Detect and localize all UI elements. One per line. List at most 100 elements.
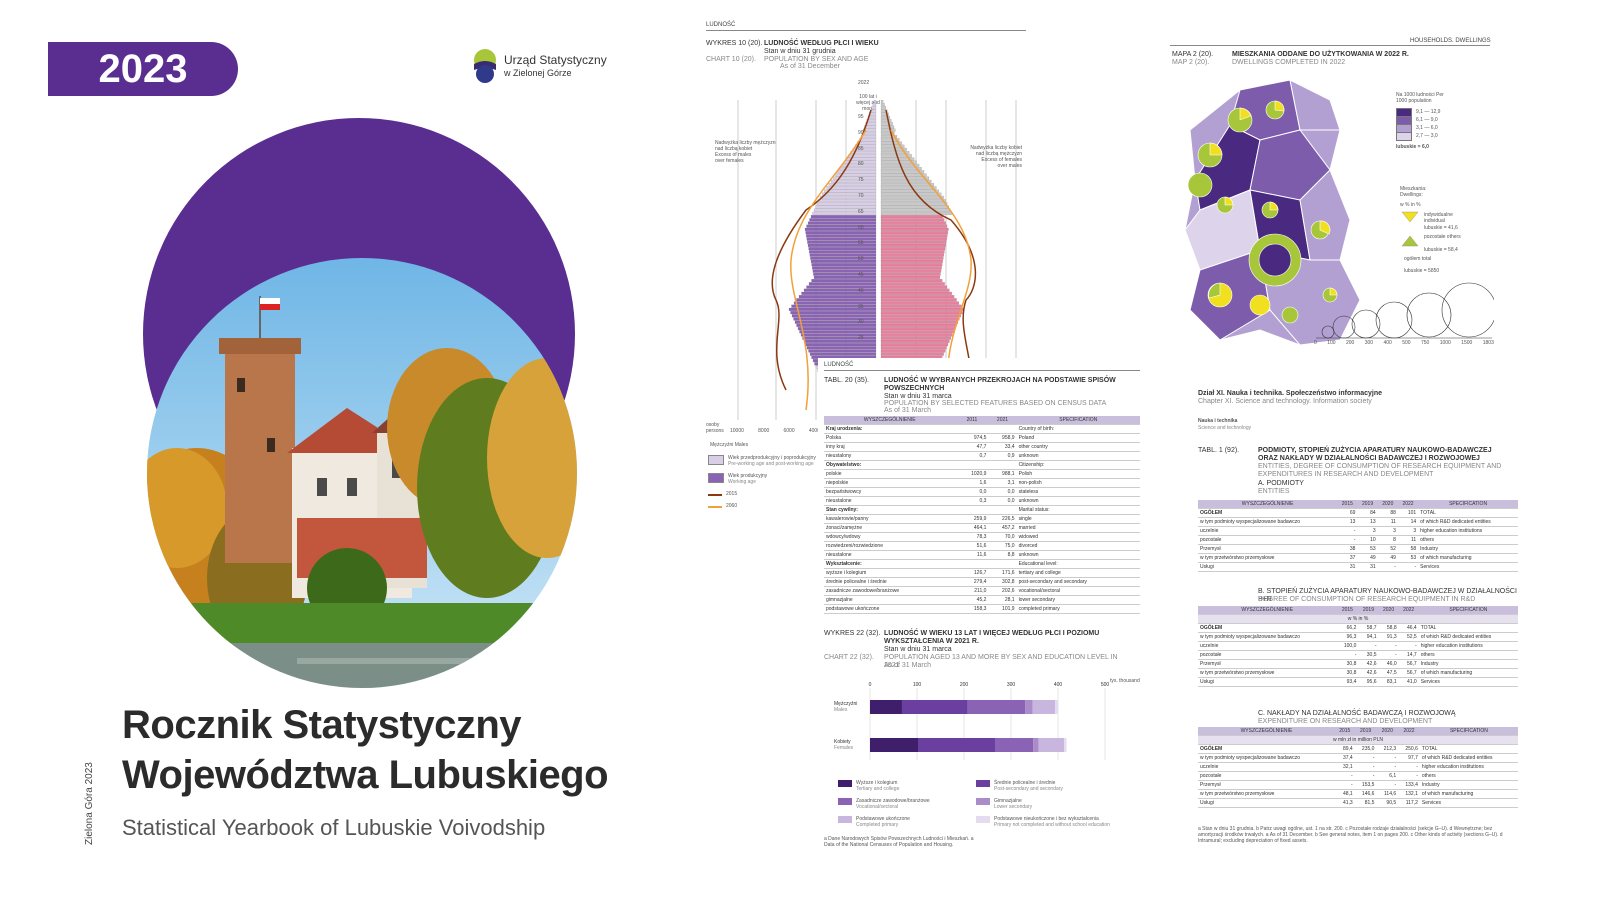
pyramid-bar-female: [880, 131, 895, 135]
table-cell: 1,6: [955, 478, 989, 488]
pyramid-legend: Wiek przedprodukcyjny i poprodukcyjny Pre…: [708, 455, 818, 515]
table-header-cell: WYSZCZEGÓLNIENIE: [1198, 606, 1337, 615]
table-cell: 47,7: [955, 442, 989, 452]
pyramid-bar-female: [880, 186, 937, 190]
table-header: WYSZCZEGÓLNIENIE 2015 2019 2020 2022 SPECIFIC…: [1198, 500, 1518, 509]
table-cell: vocational/sectoral: [1016, 586, 1140, 596]
table-cell: 78,3: [955, 532, 989, 542]
pyramid-bar-male: [837, 170, 877, 174]
table-header-cell: 2015: [1336, 606, 1359, 615]
legend-label: Podstawowe nieukończone i bez wykształce…: [994, 816, 1099, 822]
table-cell: 30,8: [1336, 659, 1359, 669]
legend-swatch: [838, 780, 852, 787]
pyramid-bar-female: [880, 103, 885, 107]
table-cell: 279,4: [955, 577, 989, 587]
table-cell: 14,7: [1398, 650, 1419, 660]
category-label: Mężczyźni: [834, 701, 857, 707]
table-header-cell: 2020: [1378, 606, 1399, 615]
pyramid-bar-male: [806, 234, 877, 238]
pyramid-bar-female: [880, 291, 952, 295]
pyramid-bar-female: [880, 339, 950, 343]
table-cell: of which R&D dedicated entities: [1419, 753, 1518, 763]
logo-text: Urząd Statystyczny w Zielonej Górze: [504, 54, 607, 80]
table-cell: podstawowe ukończone: [824, 604, 956, 614]
age-tick: 35: [858, 303, 864, 310]
table-cell: 96,3: [1336, 632, 1359, 642]
bar-segment: [870, 700, 902, 714]
table-row: Przemysł 38 53 52 58 Industry: [1198, 544, 1518, 554]
logo-line1: Urząd Statystyczny: [504, 53, 607, 67]
table-cell: uczelnie: [1198, 641, 1337, 651]
table-cell: TOTAL: [1418, 623, 1518, 633]
dwellings-others: pozostałe others: [1424, 234, 1461, 240]
scale-tick: 400: [1383, 340, 1392, 346]
pyramid-bar-male: [796, 323, 877, 327]
table-cell: unknown: [1016, 550, 1140, 560]
table-cell: OGÓŁEM: [1198, 744, 1335, 754]
table-cell: -: [1376, 753, 1399, 763]
scale-tick: 1500: [1461, 340, 1473, 346]
table-header-cell: SPECIFICATION: [1419, 727, 1518, 736]
pyramid-bar-male: [830, 179, 877, 183]
table-cell: 114,6: [1376, 789, 1399, 799]
table-a: WYSZCZEGÓLNIENIE 2015 2019 2020 2022 SPECIFIC…: [1198, 500, 1518, 572]
table-cell: Przemysł: [1198, 659, 1337, 669]
table-unit: w mln zł in million PLN: [1198, 735, 1518, 745]
table-cell: Services: [1418, 562, 1518, 572]
legend-label: 2015: [726, 491, 738, 497]
table-cell: zasadnicze zawodowe/branżowe: [824, 586, 956, 596]
pyramid-bar-male: [807, 240, 877, 244]
table-cell: 37: [1337, 553, 1358, 563]
table-cell: TOTAL: [1419, 744, 1518, 754]
table-cell: 53: [1357, 544, 1378, 554]
table-cell: pozostałe: [1198, 771, 1335, 781]
table-cell: Stan cywilny:: [824, 505, 956, 515]
table-cell: żonaci/zamężne: [824, 523, 956, 533]
pyramid-bar-female: [880, 253, 944, 257]
table-cell: 89,4: [1334, 744, 1355, 754]
table-cell: 91,3: [1378, 632, 1399, 642]
table-cell: OGÓŁEM: [1198, 623, 1337, 633]
table-cell: lower secondary: [1016, 595, 1140, 605]
chapter-title: Dział XI. Nauka i technika. Społeczeństw…: [1198, 390, 1382, 397]
table-cell: [955, 559, 989, 569]
section-title-en: Science and technology: [1198, 425, 1252, 431]
map-id: MAPA 2 (20).: [1172, 51, 1214, 58]
chart10-sub-en: As of 31 December: [780, 63, 840, 70]
pyramid-bar-female: [880, 205, 949, 209]
pyramid-bar-female: [880, 218, 945, 222]
scale-tick: 300: [1364, 340, 1374, 346]
note-line: Nadwyżka liczby kobiet: [970, 145, 1022, 151]
bar-segment: [967, 700, 1026, 714]
part-a-title-en: ENTITIES: [1258, 488, 1290, 495]
pyramid-bar-male: [863, 128, 877, 132]
table-cell: -: [1398, 762, 1420, 772]
table-cell: 88: [1377, 508, 1398, 518]
table-cell: [955, 460, 989, 470]
dwellings-legend-icons: [1401, 211, 1419, 247]
map-title: MIESZKANIA ODDANE DO UŻYTKOWANIA W 2022 …: [1232, 51, 1409, 58]
legend-label: Średnie policealne i średnie: [994, 780, 1056, 786]
chapter-title-en: Chapter XI. Science and technology. Info…: [1198, 398, 1372, 405]
age-tick: 95: [858, 114, 864, 120]
pyramid-bar-female: [880, 199, 946, 203]
pyramid-bar-male: [871, 106, 877, 110]
table-cell: Wykształcenie:: [824, 559, 956, 569]
bar-segment: [901, 700, 968, 714]
legend-label: Podstawowe ukończone: [856, 816, 910, 822]
table-cell: higher education institutions: [1419, 762, 1518, 772]
table-cell: kawalerowie/panny: [824, 514, 956, 524]
table-cell: 37,4: [1334, 753, 1355, 763]
table-header-cell: SPECIFICATION: [1418, 500, 1518, 509]
table20-sub: Stan w dniu 31 marca: [884, 393, 952, 400]
table-cell: 0,7: [955, 451, 989, 461]
note-line: over males: [997, 163, 1022, 169]
pyramid-bar-female: [880, 317, 960, 321]
pyramid-bar-female: [880, 349, 946, 353]
bar-segment: [1032, 700, 1056, 714]
castle-photo: [147, 258, 577, 688]
pyramid-bar-female: [880, 221, 946, 225]
cover-title: Rocznik Statystyczny Województwa Lubuski…: [122, 700, 609, 800]
pyramid-bar-female: [880, 176, 930, 180]
